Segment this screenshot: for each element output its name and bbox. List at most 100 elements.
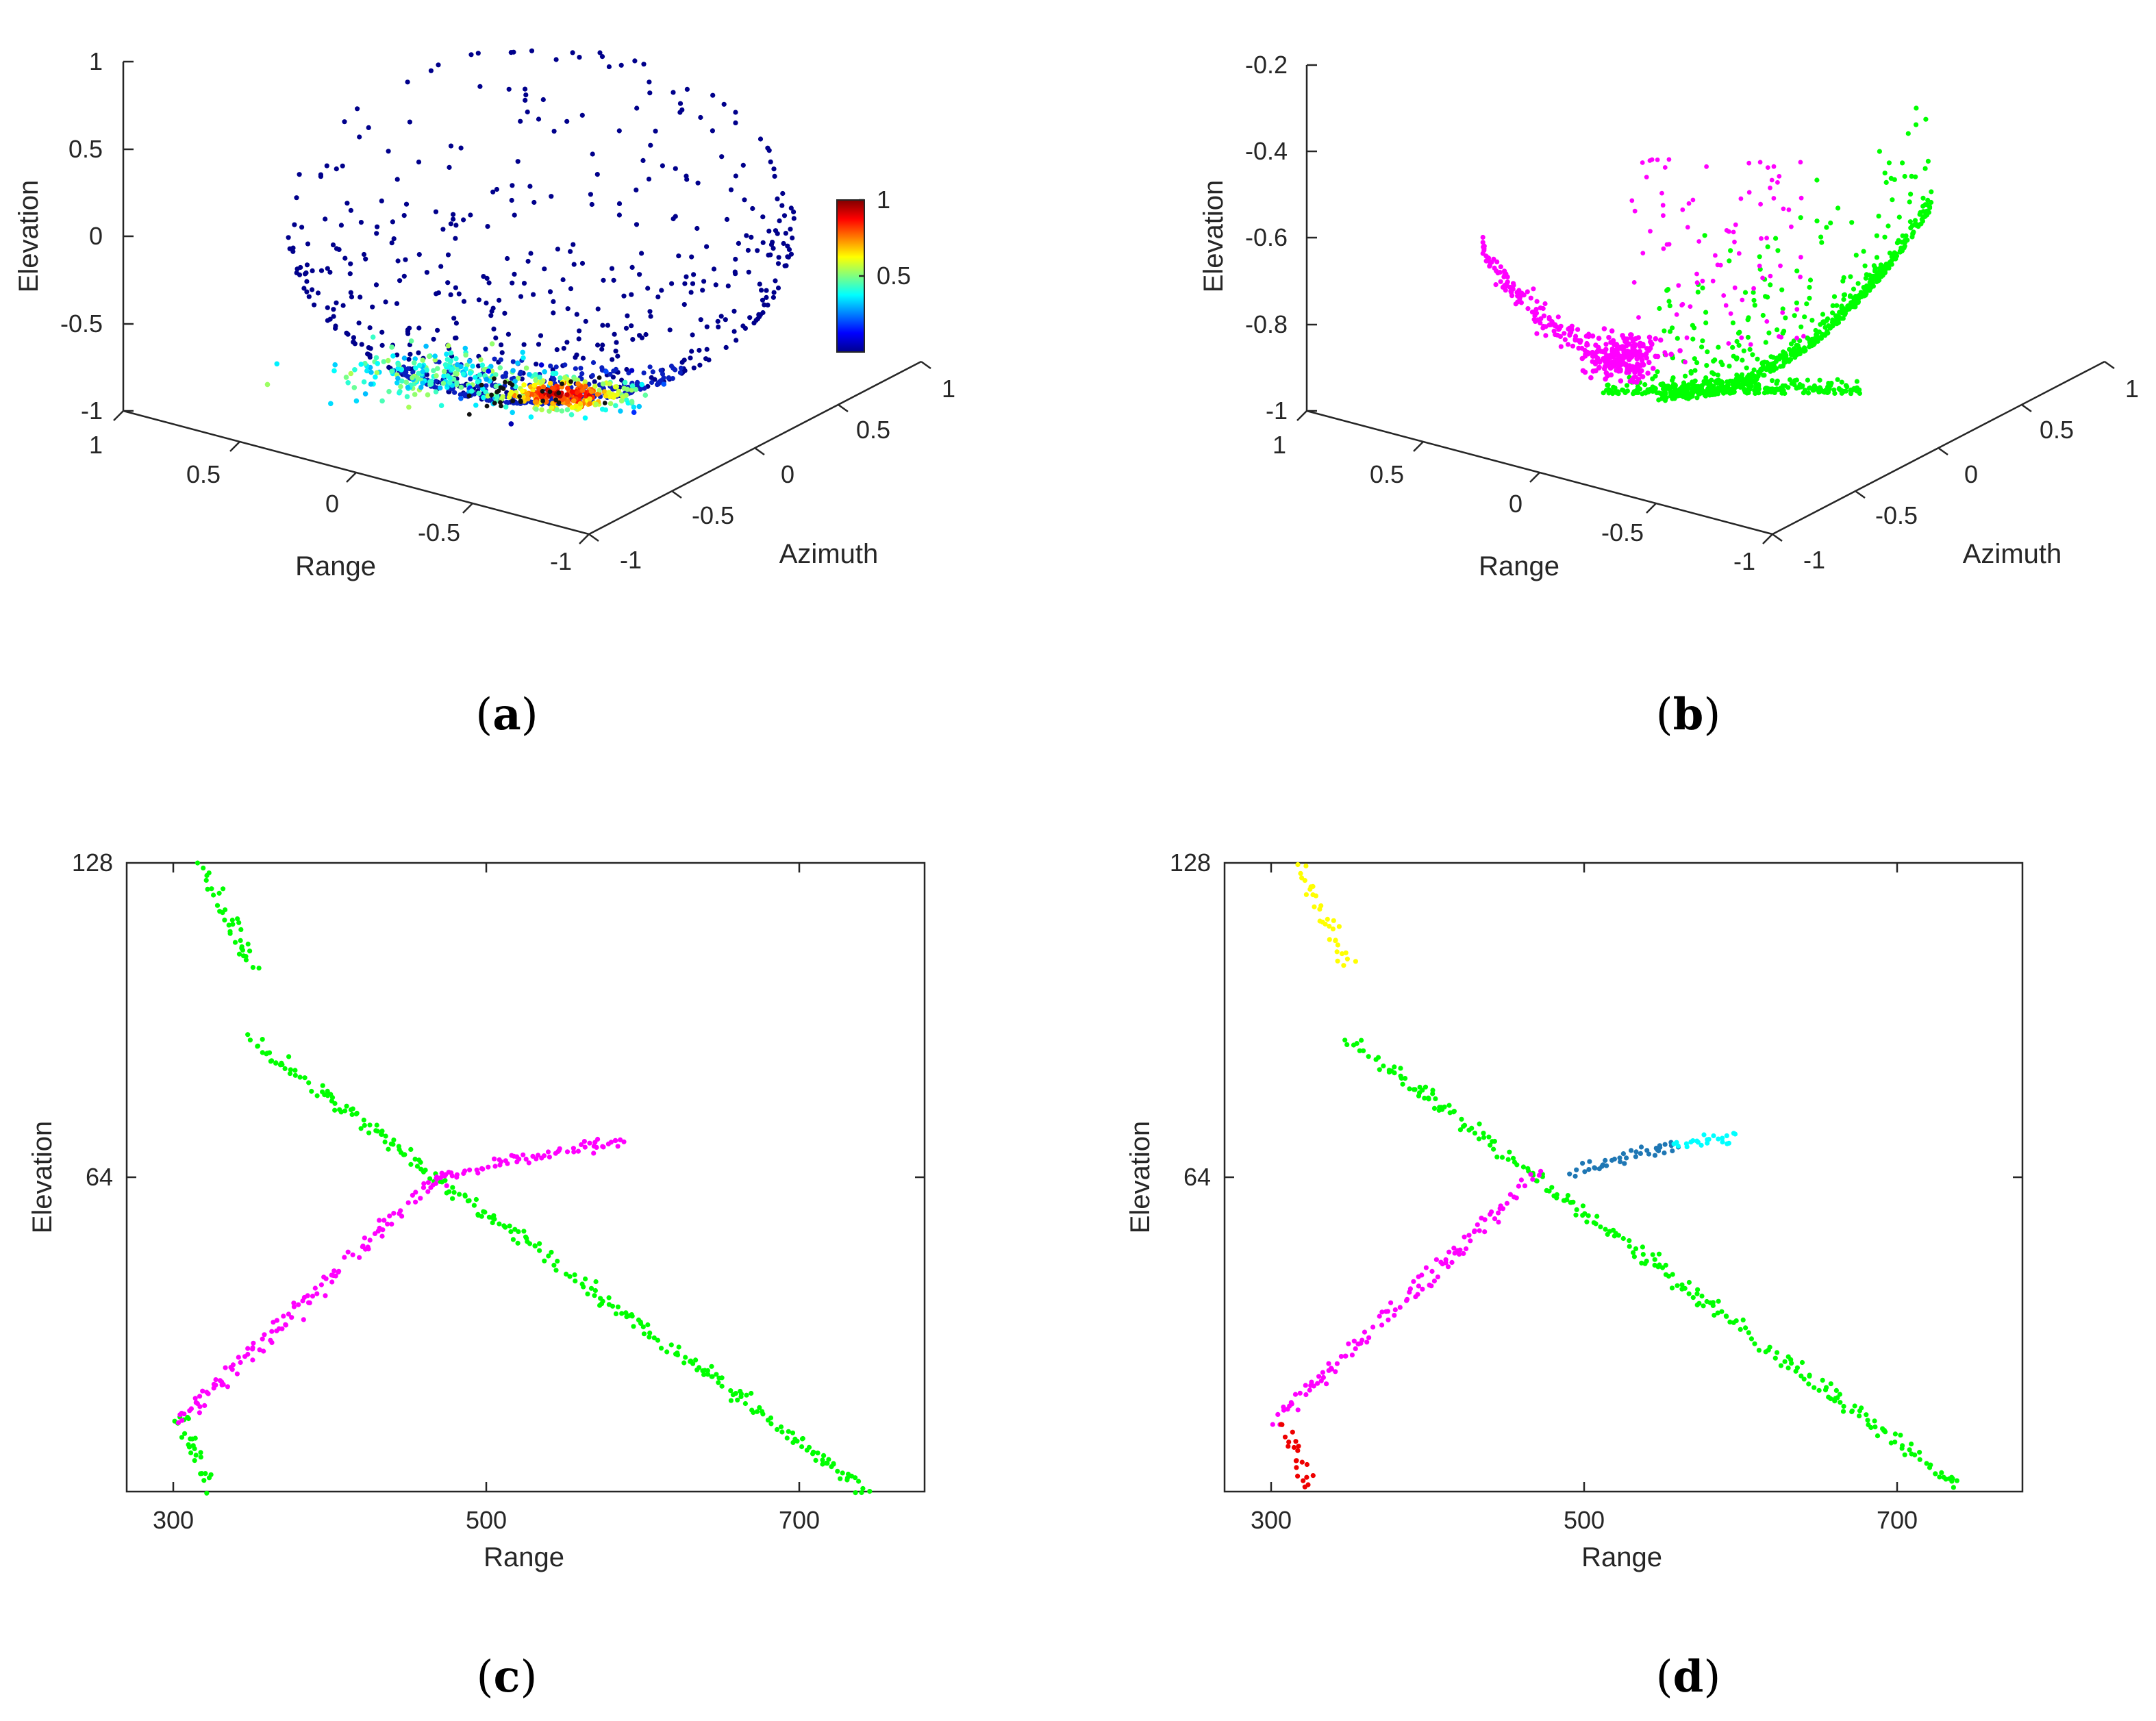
a-point [595, 306, 601, 312]
d-point [1675, 1283, 1680, 1288]
a-point [667, 327, 673, 333]
b-point [1562, 337, 1568, 342]
a-point [361, 251, 367, 257]
b-point [1674, 312, 1679, 317]
d-point [1327, 923, 1332, 929]
c-point [497, 1162, 503, 1168]
d-ticks: 300 500 700 128 64 [1170, 849, 2022, 1534]
a-point [710, 92, 716, 98]
a-point [718, 314, 724, 319]
d-point [1699, 1142, 1704, 1148]
c-point [779, 1429, 785, 1435]
b-point [1877, 149, 1882, 154]
d-point [1716, 1136, 1721, 1142]
b-point [1764, 236, 1770, 240]
d-point [1419, 1272, 1425, 1278]
d-point [1652, 1153, 1658, 1158]
b-z-label: Elevation [1199, 180, 1229, 293]
d-point [1451, 1245, 1457, 1251]
a-point [788, 227, 793, 232]
b-point [1787, 357, 1793, 362]
b-point [1848, 274, 1853, 279]
a-point [404, 394, 410, 399]
c-point [416, 1157, 422, 1163]
a-point [373, 374, 378, 380]
a-point [749, 234, 754, 240]
c-point [512, 1227, 518, 1232]
a-point [344, 330, 349, 336]
d-point [1342, 1353, 1348, 1359]
b-point [1822, 390, 1827, 395]
a-point [395, 375, 401, 381]
a-point [607, 401, 614, 407]
a-point [502, 310, 507, 316]
c-points [172, 860, 873, 1496]
c-point [525, 1239, 530, 1244]
panel-d-2d-scatter: 300 500 700 128 64 Range Elevation (d) [1125, 849, 2024, 1703]
d-point [1315, 1381, 1320, 1386]
d-point [1686, 1291, 1692, 1296]
b-point [1572, 338, 1578, 343]
b-point [1721, 293, 1727, 298]
d-point [1313, 893, 1318, 899]
d-point [1270, 1422, 1275, 1427]
a-point [553, 397, 558, 403]
d-point [1683, 1141, 1689, 1146]
c-point [331, 1272, 336, 1279]
a-point [510, 280, 515, 286]
a-point [405, 79, 410, 85]
c-point [461, 1170, 466, 1176]
a-point [732, 269, 738, 275]
a-point [577, 55, 582, 60]
a-point [489, 392, 494, 398]
a-point [760, 310, 766, 316]
c-point [342, 1108, 348, 1114]
c-point [859, 1490, 864, 1496]
d-point [1799, 1359, 1805, 1366]
c-point [428, 1185, 434, 1190]
c-point [532, 1243, 538, 1248]
d-point [1286, 1444, 1291, 1449]
c-point [821, 1453, 827, 1458]
d-point [1939, 1470, 1944, 1475]
b-point [1768, 354, 1774, 360]
c-point [385, 1221, 390, 1227]
a-point [643, 331, 649, 338]
a-point [678, 365, 684, 371]
d-point [1461, 1251, 1466, 1256]
a-point [573, 366, 579, 371]
d-point [1748, 1336, 1754, 1342]
a-point [731, 308, 737, 314]
d-point [1663, 1272, 1669, 1277]
a-point [606, 390, 612, 395]
b-point [1596, 336, 1602, 341]
c-point [425, 1180, 431, 1185]
d-point [1324, 1381, 1329, 1387]
b-point [1650, 384, 1655, 390]
a-point [473, 375, 478, 380]
d-point [1701, 1303, 1706, 1309]
c-point [282, 1066, 288, 1071]
b-point [1579, 345, 1585, 351]
a-point [540, 384, 547, 390]
b-point [1732, 285, 1738, 290]
a-point [555, 247, 561, 252]
a-point [451, 316, 457, 321]
d-point [1663, 1262, 1668, 1268]
a-point [542, 266, 547, 272]
d-point [1353, 959, 1358, 964]
b-point [1746, 160, 1752, 166]
b-point [1675, 390, 1681, 395]
a-point [600, 342, 605, 348]
a-point [603, 368, 609, 375]
a-x-tick: 0 [325, 490, 339, 518]
d-point [1512, 1194, 1517, 1200]
a-point [436, 360, 442, 365]
b-point [1696, 384, 1701, 389]
a-point [592, 379, 597, 385]
b-point [1680, 301, 1685, 307]
b-point [1481, 244, 1486, 250]
d-point [1917, 1457, 1922, 1462]
c-point [197, 1410, 202, 1416]
d-point [1457, 1127, 1463, 1133]
